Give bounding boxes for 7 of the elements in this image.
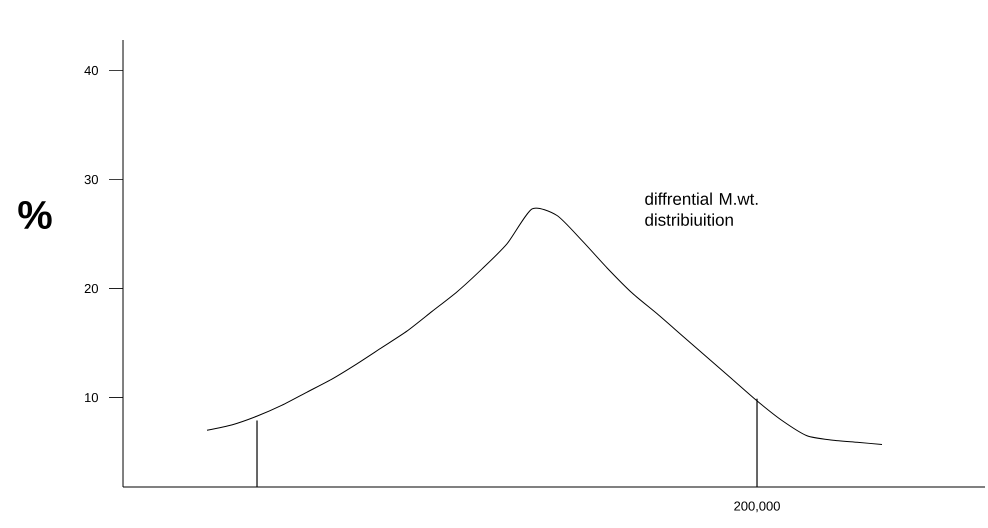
y-tick-label: 10 — [85, 392, 98, 402]
x-tick-label: 200,000 — [734, 501, 780, 512]
annotation: diffrential M.wt. distribiuition — [645, 192, 758, 226]
y-tick-label: 40 — [84, 66, 98, 76]
y-axis-title: % — [18, 200, 52, 230]
y-tick-label: 30 — [84, 174, 98, 184]
y-tick-label: 20 — [84, 284, 98, 294]
